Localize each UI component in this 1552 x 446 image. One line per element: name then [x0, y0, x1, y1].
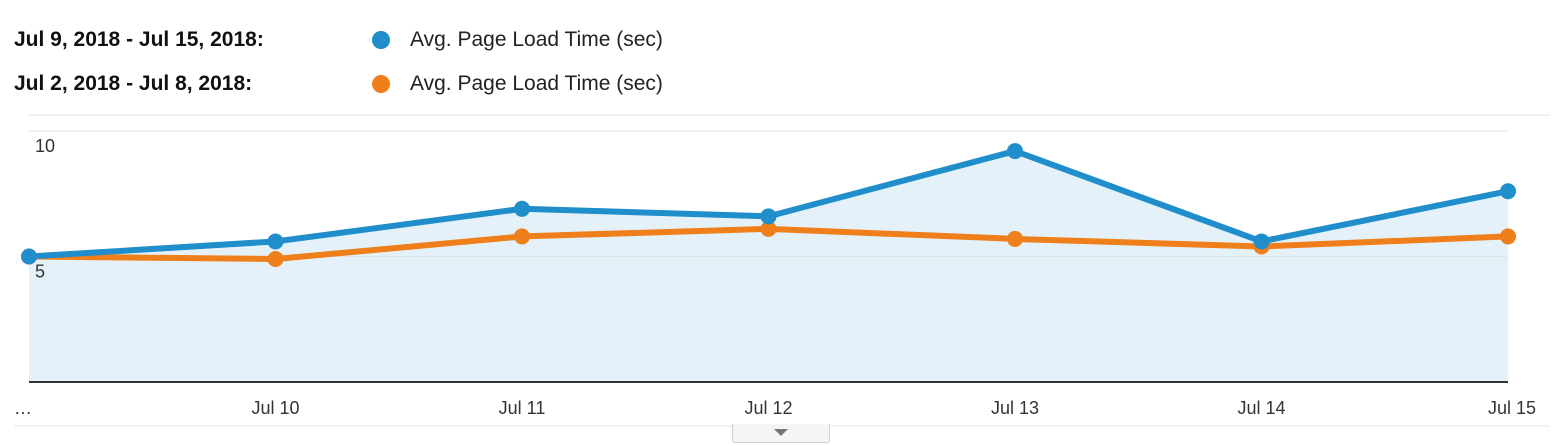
previous-series-point	[1007, 230, 1023, 247]
previous-series-point	[1500, 228, 1516, 245]
current-series-area	[29, 151, 1508, 382]
previous-series-point	[267, 251, 284, 268]
legend-current-metric: Avg. Page Load Time (sec)	[410, 28, 663, 51]
legend-current-dot-icon	[372, 31, 390, 49]
legend-current-range: Jul 9, 2018 - Jul 15, 2018:	[14, 28, 264, 51]
legend-previous-range: Jul 2, 2018 - Jul 8, 2018:	[14, 72, 253, 95]
legend-row-previous[interactable]: Jul 2, 2018 - Jul 8, 2018: Avg. Page Loa…	[14, 62, 663, 106]
y-tick-label: 10	[35, 136, 55, 156]
x-tick-label: Jul 13	[991, 398, 1039, 418]
current-series-point	[760, 208, 777, 225]
expand-chart-button[interactable]	[732, 424, 830, 443]
legend-previous-metric: Avg. Page Load Time (sec)	[410, 72, 663, 95]
previous-series-point	[514, 228, 530, 245]
legend-row-current[interactable]: Jul 9, 2018 - Jul 15, 2018: Avg. Page Lo…	[14, 18, 663, 62]
y-tick-label: 5	[35, 262, 45, 282]
x-tick-label: …	[14, 398, 32, 418]
x-tick-label: Jul 12	[744, 398, 792, 418]
chevron-down-icon	[774, 429, 788, 436]
chart-legend: Jul 9, 2018 - Jul 15, 2018: Avg. Page Lo…	[14, 18, 663, 106]
current-series-point	[1007, 143, 1023, 160]
x-tick-label: Jul 10	[251, 398, 299, 418]
current-series-point	[514, 200, 530, 217]
current-series-point	[267, 233, 284, 250]
x-tick-label: Jul 11	[499, 398, 546, 418]
x-tick-label: Jul 14	[1237, 398, 1285, 418]
legend-previous-dot-icon	[372, 75, 390, 93]
previous-series-point	[760, 220, 777, 237]
current-series-point	[21, 248, 37, 265]
current-series-point	[1253, 233, 1270, 250]
x-tick-label: Jul 15	[1488, 398, 1536, 418]
current-series-point	[1500, 183, 1516, 200]
